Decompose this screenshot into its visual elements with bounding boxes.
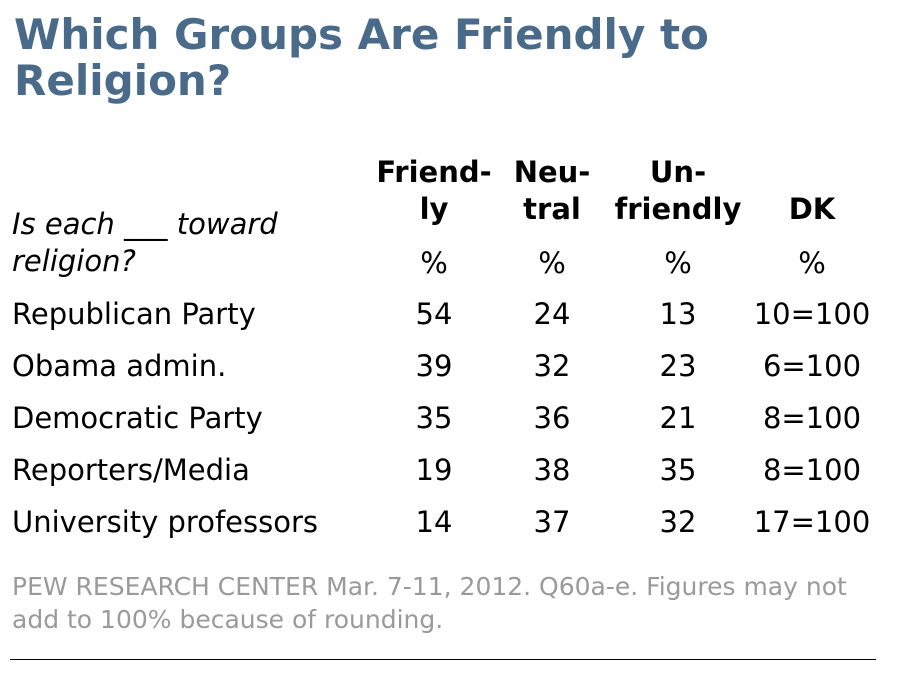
cell-neutral: 38 xyxy=(533,453,571,487)
row-label: Republican Party xyxy=(12,297,256,331)
unit-dk: % xyxy=(798,246,826,280)
cell-friendly: 39 xyxy=(415,349,453,383)
cell-friendly: 35 xyxy=(415,401,453,435)
cell-dk: 17=100 xyxy=(753,505,871,539)
question-text: Is each ___ toward religion? xyxy=(12,207,278,278)
cell-unfriendly: 13 xyxy=(659,297,697,331)
cell-unfriendly: 32 xyxy=(659,505,697,539)
cell-friendly: 19 xyxy=(415,453,453,487)
column-header-neutral: Neu- tral xyxy=(513,155,591,226)
cell-friendly: 54 xyxy=(415,297,453,331)
unit-neutral: % xyxy=(538,246,566,280)
unit-friendly: % xyxy=(420,246,448,280)
cell-neutral: 36 xyxy=(533,401,571,435)
column-header-dk: DK xyxy=(788,192,836,226)
bottom-divider xyxy=(10,659,876,660)
cell-dk: 8=100 xyxy=(762,453,862,487)
chart-title: Which Groups Are Friendly to Religion? xyxy=(14,10,709,105)
table-row-reporters-media: Reporters/Media 19 38 35 8=100 xyxy=(0,452,921,504)
row-label: University professors xyxy=(12,505,318,539)
unit-unfriendly: % xyxy=(664,246,692,280)
cell-neutral: 32 xyxy=(533,349,571,383)
table-row-obama-admin: Obama admin. 39 32 23 6=100 xyxy=(0,348,921,400)
table-row-democratic-party: Democratic Party 35 36 21 8=100 xyxy=(0,400,921,452)
cell-friendly: 14 xyxy=(415,505,453,539)
table-row-republican-party: Republican Party 54 24 13 10=100 xyxy=(0,296,921,348)
table-row-university-professors: University professors 14 37 32 17=100 xyxy=(0,504,921,556)
row-label: Obama admin. xyxy=(12,349,227,383)
column-header-friendly: Friend- ly xyxy=(376,155,492,226)
cell-unfriendly: 23 xyxy=(659,349,697,383)
cell-dk: 8=100 xyxy=(762,401,862,435)
source-note: PEW RESEARCH CENTER Mar. 7-11, 2012. Q60… xyxy=(12,572,847,634)
column-header-unfriendly: Un- friendly xyxy=(614,155,742,226)
row-label: Reporters/Media xyxy=(12,453,250,487)
row-label: Democratic Party xyxy=(12,401,263,435)
cell-neutral: 37 xyxy=(533,505,571,539)
cell-dk: 6=100 xyxy=(762,349,862,383)
cell-unfriendly: 21 xyxy=(659,401,697,435)
cell-unfriendly: 35 xyxy=(659,453,697,487)
cell-dk: 10=100 xyxy=(753,297,871,331)
cell-neutral: 24 xyxy=(533,297,571,331)
